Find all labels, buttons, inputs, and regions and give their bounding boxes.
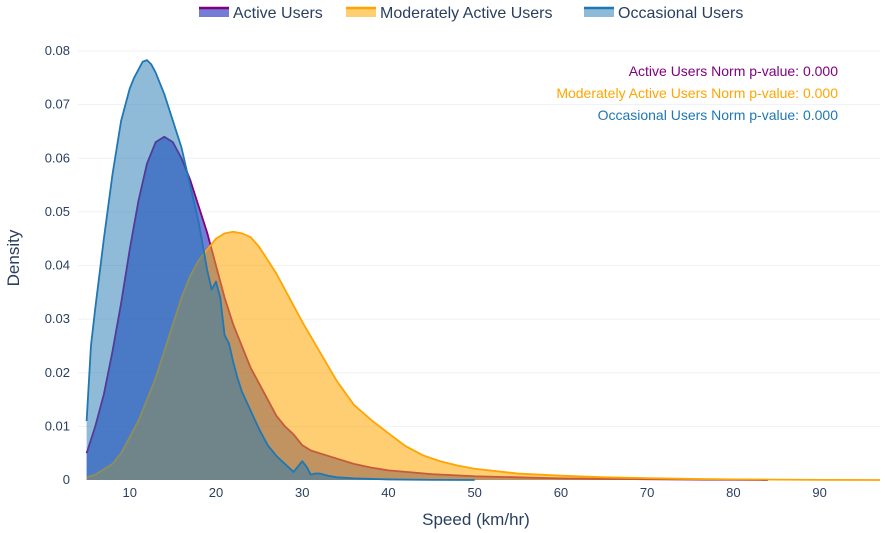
x-tick-label: 40 — [381, 485, 395, 500]
occasional-users-line — [85, 59, 475, 481]
y-tick-label: 0 — [63, 472, 70, 487]
legend-label: Active Users — [233, 5, 323, 22]
y-tick-label: 0.03 — [45, 311, 70, 326]
legend-item-occasional-users[interactable]: Occasional Users — [584, 5, 743, 22]
x-axis-title: Speed (km/hr) — [422, 510, 530, 529]
x-tick-label: 70 — [640, 485, 654, 500]
x-tick-label: 80 — [726, 485, 740, 500]
x-tick-label: 50 — [467, 485, 481, 500]
legend-swatch — [346, 8, 376, 17]
legend-label: Moderately Active Users — [380, 5, 553, 22]
occasional-users-area — [86, 60, 475, 481]
y-tick-label: 0.02 — [45, 365, 70, 380]
y-tick-label: 0.07 — [45, 97, 70, 112]
p-value-annotation: Occasional Users Norm p-value: 0.000 — [598, 107, 839, 123]
legend-item-moderately-active-users[interactable]: Moderately Active Users — [346, 5, 553, 22]
x-tick-label: 90 — [812, 485, 826, 500]
y-axis-title: Density — [4, 229, 23, 286]
axes: 0 0.01 0.02 0.03 0.04 0.05 0.06 0.07 0.08 10 20 30 4… — [45, 43, 827, 500]
y-tick-label: 0.01 — [45, 418, 70, 433]
y-tick-label: 0.04 — [45, 258, 70, 273]
x-tick-label: 60 — [554, 485, 568, 500]
x-tick-label: 20 — [209, 485, 223, 500]
density-areas — [85, 59, 881, 481]
x-tick-label: 10 — [123, 485, 137, 500]
annotations: Active Users Norm p-value: 0.000 Moderate… — [556, 63, 838, 123]
p-value-annotation: Active Users Norm p-value: 0.000 — [629, 63, 839, 79]
p-value-annotation: Moderately Active Users Norm p-value: 0.… — [556, 85, 838, 101]
legend-item-active-users[interactable]: Active Users — [199, 5, 323, 22]
moderately-active-users-area — [86, 231, 881, 480]
y-tick-label: 0.06 — [45, 150, 70, 165]
legend[interactable]: Active Users Moderately Active Users Occas… — [199, 5, 743, 22]
x-tick-label: 30 — [295, 485, 309, 500]
legend-swatch — [584, 8, 614, 17]
y-tick-label: 0.05 — [45, 204, 70, 219]
y-tick-label: 0.08 — [45, 43, 70, 58]
legend-swatch — [199, 8, 229, 17]
legend-label: Occasional Users — [618, 5, 743, 22]
